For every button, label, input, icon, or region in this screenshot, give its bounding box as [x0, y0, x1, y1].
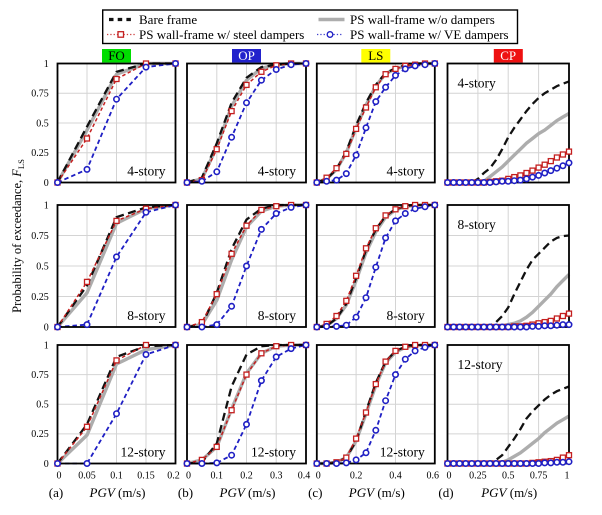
svg-text:0.25: 0.25 [469, 470, 487, 481]
svg-text:1: 1 [44, 59, 49, 70]
svg-text:0.75: 0.75 [31, 89, 49, 100]
svg-text:1: 1 [44, 200, 49, 211]
svg-text:4-story: 4-story [458, 76, 496, 91]
svg-text:4-story: 4-story [387, 164, 425, 179]
svg-text:0.5: 0.5 [502, 470, 515, 481]
svg-text:0.3: 0.3 [270, 470, 283, 481]
svg-text:1: 1 [44, 340, 49, 351]
svg-text:0: 0 [44, 178, 49, 189]
svg-text:Bare frame: Bare frame [139, 12, 197, 27]
svg-text:PS wall-frame w/o dampers: PS wall-frame w/o dampers [350, 12, 495, 27]
svg-text:Probability of exceedance, FLS: Probability of exceedance, FLS [10, 159, 26, 313]
svg-text:0.15: 0.15 [137, 470, 155, 481]
svg-text:PS wall-frame w/ steel dampers: PS wall-frame w/ steel dampers [139, 27, 304, 42]
svg-text:8-story: 8-story [127, 308, 165, 323]
svg-text:0.4: 0.4 [389, 470, 402, 481]
svg-text:8-story: 8-story [258, 308, 296, 323]
svg-text:0.6: 0.6 [427, 470, 440, 481]
svg-text:PS wall-frame w/ VE dampers: PS wall-frame w/ VE dampers [350, 27, 509, 42]
svg-text:0.4: 0.4 [298, 470, 311, 481]
svg-text:PGV (m/s): PGV (m/s) [348, 485, 405, 500]
svg-text:0.2: 0.2 [167, 470, 180, 481]
svg-text:LS: LS [368, 48, 383, 63]
svg-text:0.2: 0.2 [240, 470, 253, 481]
svg-text:0.25: 0.25 [31, 148, 49, 159]
svg-text:0.75: 0.75 [31, 231, 49, 242]
svg-text:0.25: 0.25 [31, 429, 49, 440]
svg-text:12-story: 12-story [121, 445, 166, 460]
svg-text:PGV (m/s): PGV (m/s) [219, 485, 276, 500]
svg-text:0.5: 0.5 [36, 400, 49, 411]
svg-text:0: 0 [57, 470, 62, 481]
svg-text:4-story: 4-story [127, 164, 165, 179]
svg-text:12-story: 12-story [380, 445, 425, 460]
svg-text:PGV (m/s): PGV (m/s) [89, 485, 146, 500]
svg-text:0.5: 0.5 [36, 118, 49, 129]
svg-text:8-story: 8-story [458, 217, 496, 232]
svg-text:(c): (c) [308, 485, 322, 500]
svg-text:0.05: 0.05 [78, 470, 96, 481]
svg-text:4-story: 4-story [258, 164, 296, 179]
svg-text:0.1: 0.1 [211, 470, 224, 481]
svg-text:(d): (d) [438, 485, 453, 500]
svg-text:0.5: 0.5 [36, 261, 49, 272]
svg-text:0: 0 [186, 470, 191, 481]
svg-text:0.2: 0.2 [350, 470, 363, 481]
svg-text:0: 0 [44, 322, 49, 333]
svg-text:0: 0 [316, 470, 321, 481]
svg-text:(b): (b) [178, 485, 193, 500]
svg-text:1: 1 [565, 470, 570, 481]
svg-text:0.75: 0.75 [530, 470, 548, 481]
svg-text:CP: CP [500, 48, 516, 63]
svg-text:12-story: 12-story [251, 445, 296, 460]
svg-text:OP: OP [238, 48, 255, 63]
svg-text:FO: FO [108, 48, 125, 63]
svg-text:0.1: 0.1 [110, 470, 123, 481]
svg-text:12-story: 12-story [458, 357, 503, 372]
svg-text:PGV (m/s): PGV (m/s) [480, 485, 537, 500]
svg-text:0.75: 0.75 [31, 370, 49, 381]
svg-text:(a): (a) [49, 485, 63, 500]
svg-text:0: 0 [44, 459, 49, 470]
svg-text:8-story: 8-story [387, 308, 425, 323]
svg-text:0: 0 [447, 470, 452, 481]
svg-text:0.25: 0.25 [31, 292, 49, 303]
